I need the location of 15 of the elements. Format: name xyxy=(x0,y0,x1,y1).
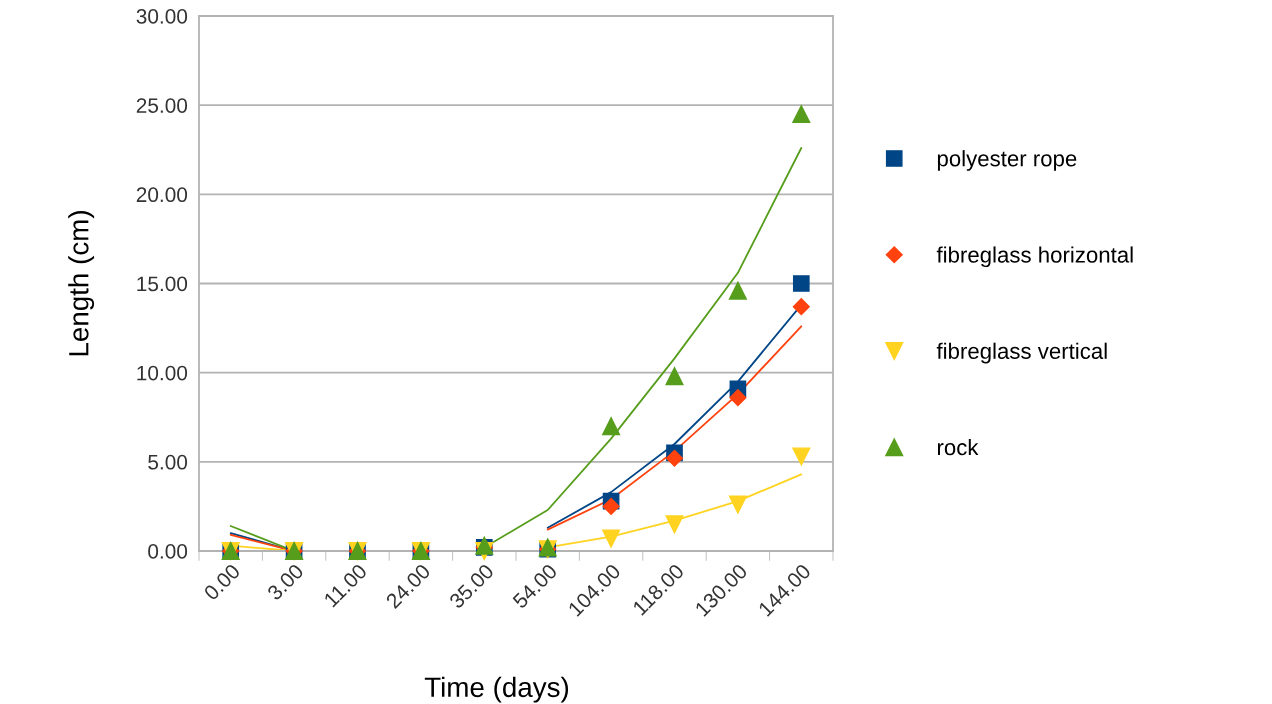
legend-label: fibreglass horizontal xyxy=(936,246,1133,268)
y-tick-label: 15.00 xyxy=(137,276,188,292)
legend-label: fibreglass vertical xyxy=(936,342,1107,364)
x-tick-label: 0.00 xyxy=(203,563,241,602)
x-axis-title: Time (days) xyxy=(424,676,569,703)
legend-label: rock xyxy=(937,438,979,456)
y-tick-label: 0.00 xyxy=(148,544,188,559)
legend-label: polyester rope xyxy=(937,150,1077,171)
y-tick-label: 30.00 xyxy=(136,9,188,24)
y-tick-label: 5.00 xyxy=(148,454,188,470)
x-tick-label: 3.00 xyxy=(266,563,305,602)
y-axis-title: Length (cm) xyxy=(68,211,95,356)
y-tick-label: 25.00 xyxy=(136,98,188,113)
y-tick-label: 20.00 xyxy=(136,187,188,203)
y-tick-label: 10.00 xyxy=(137,365,188,381)
